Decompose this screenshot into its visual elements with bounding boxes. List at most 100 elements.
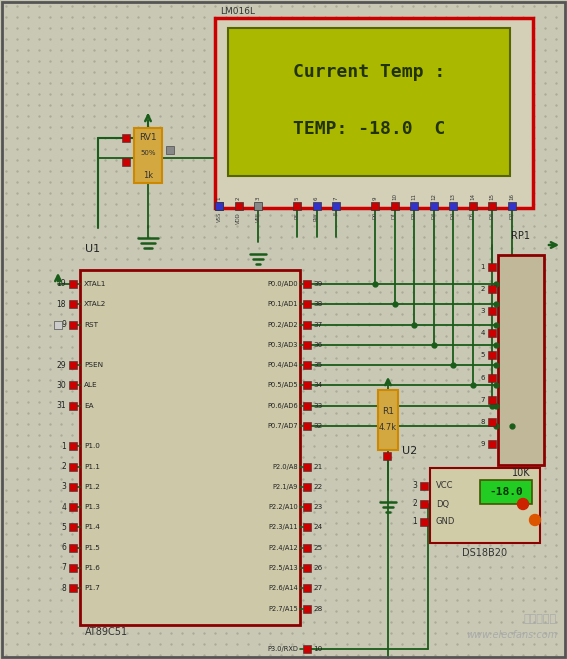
Bar xyxy=(215,202,223,210)
Text: 6: 6 xyxy=(480,374,485,380)
Bar xyxy=(254,202,262,210)
Bar xyxy=(332,202,340,210)
Text: U2: U2 xyxy=(402,446,417,456)
Text: 35: 35 xyxy=(313,362,322,368)
Text: 22: 22 xyxy=(313,484,322,490)
Text: 5: 5 xyxy=(61,523,66,532)
Bar xyxy=(498,255,544,465)
Text: D0: D0 xyxy=(373,212,378,219)
Text: P0.2/AD2: P0.2/AD2 xyxy=(268,322,298,328)
Bar xyxy=(312,202,320,210)
Text: 2: 2 xyxy=(412,500,417,509)
Text: EA: EA xyxy=(84,403,94,409)
Bar xyxy=(303,564,311,572)
Text: 13: 13 xyxy=(451,193,455,200)
Bar xyxy=(303,382,311,389)
Bar xyxy=(303,645,311,653)
Text: 6: 6 xyxy=(61,543,66,552)
Text: RST: RST xyxy=(84,322,98,328)
Text: D7: D7 xyxy=(509,212,514,219)
Bar xyxy=(303,280,311,288)
Bar xyxy=(69,442,77,450)
Text: 3: 3 xyxy=(480,308,485,314)
Bar xyxy=(488,285,496,293)
Text: P0.6/AD6: P0.6/AD6 xyxy=(268,403,298,409)
Bar xyxy=(488,395,496,403)
Text: 4: 4 xyxy=(61,503,66,511)
Text: AT89C51: AT89C51 xyxy=(85,627,128,637)
Bar xyxy=(215,18,533,208)
Text: 2: 2 xyxy=(236,196,241,200)
Bar xyxy=(69,402,77,410)
Bar xyxy=(122,158,130,166)
Bar xyxy=(69,463,77,471)
Text: 34: 34 xyxy=(313,382,322,388)
Bar xyxy=(215,202,223,210)
Text: 4.7k: 4.7k xyxy=(379,424,397,432)
Text: P0.3/AD3: P0.3/AD3 xyxy=(268,342,298,348)
Text: P0.7/AD7: P0.7/AD7 xyxy=(268,423,298,429)
Text: 9: 9 xyxy=(480,441,485,447)
Bar xyxy=(303,301,311,308)
Text: 3: 3 xyxy=(61,482,66,492)
Bar xyxy=(488,440,496,448)
Text: 11: 11 xyxy=(412,193,417,200)
Text: ALE: ALE xyxy=(84,382,98,388)
Text: 5: 5 xyxy=(294,196,299,200)
Bar xyxy=(410,202,418,210)
Text: 39: 39 xyxy=(313,281,322,287)
Bar xyxy=(383,452,391,460)
Bar xyxy=(69,301,77,308)
Bar xyxy=(69,523,77,531)
Circle shape xyxy=(530,515,540,525)
Bar xyxy=(303,604,311,613)
Text: RV1: RV1 xyxy=(139,134,157,142)
Text: 25: 25 xyxy=(313,545,322,551)
Text: 26: 26 xyxy=(313,565,322,571)
Text: 27: 27 xyxy=(313,585,322,591)
Text: 24: 24 xyxy=(313,525,322,530)
Bar xyxy=(488,374,496,382)
Bar xyxy=(69,280,77,288)
Text: P2.5/A13: P2.5/A13 xyxy=(268,565,298,571)
Text: 50%: 50% xyxy=(140,150,156,156)
Text: 9: 9 xyxy=(373,196,378,200)
Bar xyxy=(293,202,301,210)
Text: 12: 12 xyxy=(431,193,436,200)
Text: 7: 7 xyxy=(61,563,66,573)
Bar xyxy=(303,463,311,471)
Bar xyxy=(303,483,311,491)
Text: 1: 1 xyxy=(480,264,485,270)
Bar xyxy=(122,134,130,142)
Bar xyxy=(69,483,77,491)
Text: 10: 10 xyxy=(313,646,322,652)
Text: RP1: RP1 xyxy=(511,231,531,241)
Text: VCC: VCC xyxy=(436,482,454,490)
Bar xyxy=(228,28,510,176)
Text: GND: GND xyxy=(436,517,455,527)
Bar xyxy=(430,468,540,543)
Text: 19: 19 xyxy=(56,279,66,289)
Text: 1: 1 xyxy=(217,196,222,200)
Bar xyxy=(507,202,515,210)
Text: RS: RS xyxy=(294,212,299,219)
Bar xyxy=(303,544,311,552)
Bar xyxy=(134,128,162,183)
Bar xyxy=(488,263,496,271)
Bar xyxy=(429,202,438,210)
Text: P1.5: P1.5 xyxy=(84,545,100,551)
Bar xyxy=(488,418,496,426)
Bar xyxy=(80,270,300,625)
Text: 8: 8 xyxy=(480,418,485,425)
Text: P2.4/A12: P2.4/A12 xyxy=(268,545,298,551)
Text: P1.6: P1.6 xyxy=(84,565,100,571)
Bar xyxy=(488,307,496,315)
Text: 10: 10 xyxy=(392,193,397,200)
Text: P0.1/AD1: P0.1/AD1 xyxy=(268,301,298,307)
Text: DS18B20: DS18B20 xyxy=(463,548,507,558)
Text: 2: 2 xyxy=(481,286,485,292)
Text: P2.7/A15: P2.7/A15 xyxy=(268,606,298,612)
Text: 30: 30 xyxy=(56,381,66,390)
Text: 1: 1 xyxy=(412,517,417,527)
Bar xyxy=(69,585,77,592)
